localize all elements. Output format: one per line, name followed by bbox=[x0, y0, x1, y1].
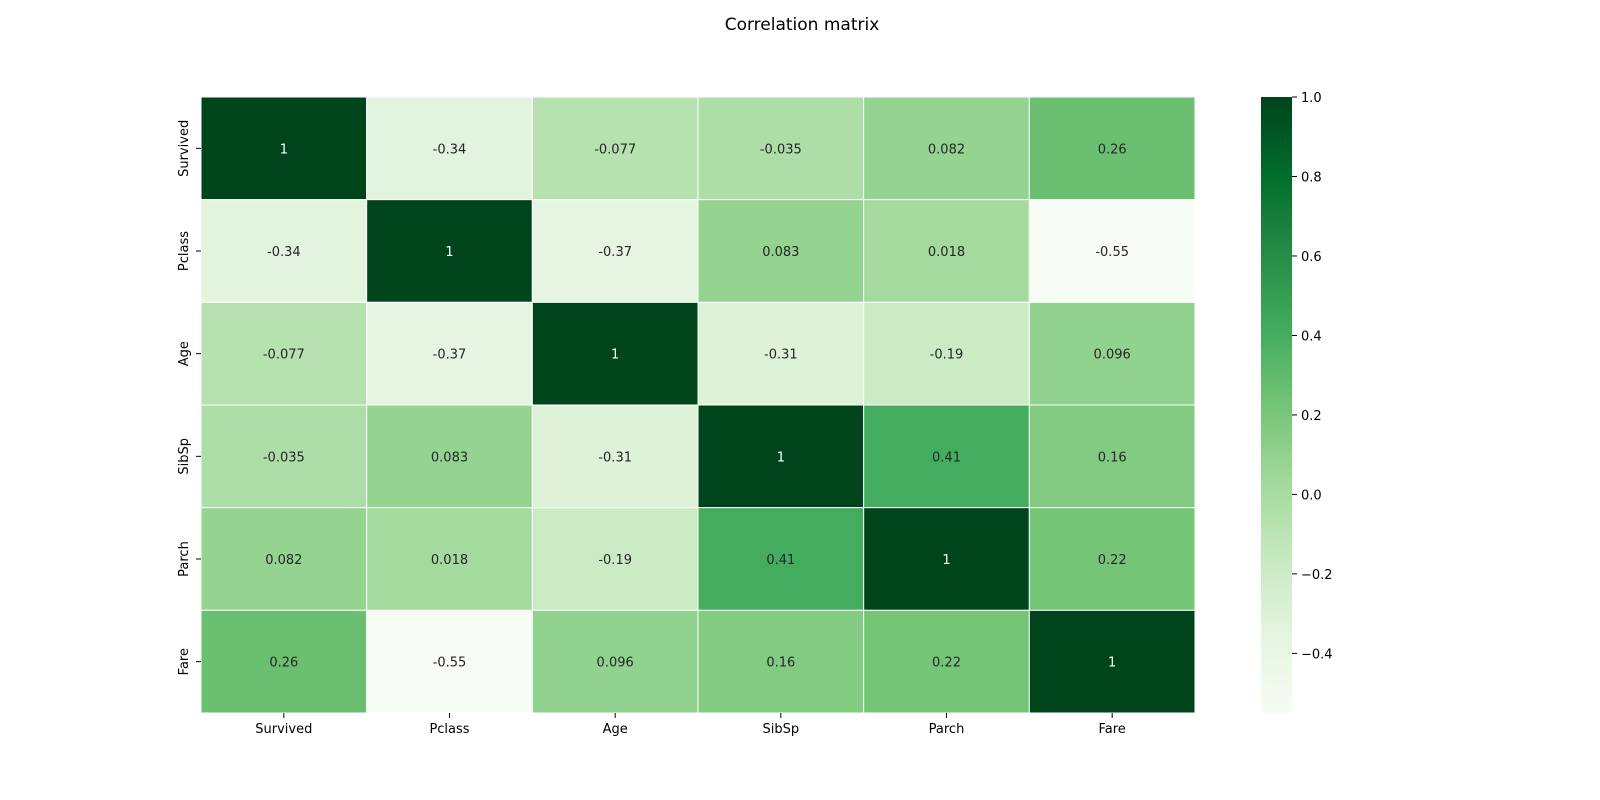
heatmap-cell bbox=[200, 507, 368, 611]
colorbar-tick-label: 0.0 bbox=[1301, 488, 1322, 503]
heatmap-cell bbox=[697, 301, 865, 406]
colorbar-tick-label: 0.4 bbox=[1301, 329, 1322, 344]
heatmap-cell bbox=[863, 301, 1030, 406]
cell-value-label: 1 bbox=[1108, 656, 1116, 671]
heatmap-cell bbox=[1028, 507, 1196, 611]
cell-value-label: 0.16 bbox=[1098, 450, 1127, 465]
cell-value-label: 1 bbox=[611, 348, 619, 363]
colorbar-tick-label: −0.2 bbox=[1301, 568, 1333, 583]
heatmap-cell bbox=[1028, 199, 1196, 303]
cell-value-label: 0.16 bbox=[766, 656, 795, 671]
cell-value-label: 0.41 bbox=[932, 450, 961, 465]
cell-value-label: -0.19 bbox=[930, 348, 964, 363]
cell-value-label: -0.34 bbox=[267, 245, 301, 260]
colorbar-tick-label: 0.6 bbox=[1301, 250, 1322, 265]
heatmap-cell bbox=[366, 301, 533, 406]
cell-value-label: 1 bbox=[942, 553, 950, 568]
x-tick-label: Parch bbox=[929, 722, 965, 737]
x-tick-label: Survived bbox=[255, 722, 312, 737]
y-axis: Survived Pclass Age SibSp Parch Fare bbox=[177, 120, 201, 675]
heatmap-cell bbox=[697, 507, 865, 611]
y-tick-label: Age bbox=[177, 341, 192, 366]
cell-value-label: 1 bbox=[280, 142, 288, 157]
cell-value-label: -0.34 bbox=[433, 142, 467, 157]
cell-value-label: 0.41 bbox=[766, 553, 795, 568]
colorbar-tick-label: 0.8 bbox=[1301, 170, 1322, 185]
y-tick-label: SibSp bbox=[177, 438, 192, 475]
x-axis: Survived Pclass Age SibSp Parch Fare bbox=[255, 713, 1126, 737]
cell-value-label: 0.082 bbox=[928, 142, 965, 157]
cell-value-label: 1 bbox=[445, 245, 453, 260]
cell-value-label: -0.31 bbox=[764, 348, 798, 363]
heatmap-cell bbox=[697, 404, 865, 509]
heatmap-cell bbox=[200, 96, 368, 201]
colorbar: 1.0 0.8 0.6 0.4 0.2 0.0 −0.2 −0.4 bbox=[1261, 91, 1333, 713]
heatmap-cell bbox=[1028, 301, 1196, 406]
heatmap-cell bbox=[531, 507, 699, 611]
heatmap-cell bbox=[531, 301, 699, 406]
heatmap-cell bbox=[531, 96, 699, 201]
y-tick-label: Survived bbox=[177, 120, 192, 177]
cell-value-label: -0.077 bbox=[263, 348, 305, 363]
heatmap-cell bbox=[1028, 96, 1196, 201]
cell-value-label: -0.035 bbox=[760, 142, 802, 157]
cell-value-label: 0.22 bbox=[932, 656, 961, 671]
cell-value-label: 0.26 bbox=[1098, 142, 1127, 157]
cell-value-label: -0.55 bbox=[433, 656, 467, 671]
cell-value-label: -0.19 bbox=[598, 553, 632, 568]
y-tick-label: Pclass bbox=[177, 231, 192, 271]
cell-value-label: 0.082 bbox=[265, 553, 302, 568]
heatmap-cells bbox=[200, 96, 1196, 714]
cell-value-label: -0.077 bbox=[594, 142, 636, 157]
y-tick-label: Fare bbox=[177, 648, 192, 675]
heatmap-cell bbox=[531, 404, 699, 509]
heatmap-cell bbox=[366, 199, 533, 303]
x-tick-label: SibSp bbox=[763, 722, 800, 737]
heatmap-cell bbox=[697, 199, 865, 303]
heatmap-cell bbox=[1028, 609, 1196, 714]
colorbar-gradient bbox=[1261, 97, 1292, 713]
cell-value-label: -0.37 bbox=[433, 348, 467, 363]
x-tick-label: Pclass bbox=[429, 722, 469, 737]
y-tick-label: Parch bbox=[177, 541, 192, 577]
heatmap-cell bbox=[863, 96, 1030, 201]
heatmap-cell bbox=[200, 301, 368, 406]
heatmap-cell bbox=[697, 96, 865, 201]
heatmap-cell bbox=[863, 609, 1030, 714]
cell-value-label: 0.096 bbox=[1094, 348, 1131, 363]
cell-value-label: 1 bbox=[777, 450, 785, 465]
cell-value-label: -0.035 bbox=[263, 450, 305, 465]
heatmap-cell bbox=[863, 507, 1030, 611]
x-tick-label: Fare bbox=[1099, 722, 1126, 737]
heatmap-cell bbox=[200, 404, 368, 509]
colorbar-tick-label: −0.4 bbox=[1301, 647, 1333, 662]
colorbar-tick-label: 1.0 bbox=[1301, 91, 1322, 106]
heatmap-cell bbox=[1028, 404, 1196, 509]
cell-value-label: -0.37 bbox=[598, 245, 632, 260]
cell-value-label: 0.083 bbox=[431, 450, 468, 465]
heatmap-cell bbox=[366, 404, 533, 509]
heatmap-cell bbox=[200, 609, 368, 714]
heatmap-cell bbox=[366, 96, 533, 201]
cell-value-label: -0.31 bbox=[598, 450, 632, 465]
cell-value-label: 0.26 bbox=[269, 656, 298, 671]
heatmap-cell-labels: 1 -0.34 -0.077 -0.035 0.082 0.26 -0.34 1 -0.37 0.… bbox=[263, 142, 1131, 670]
colorbar-tick-label: 0.2 bbox=[1301, 409, 1322, 424]
heatmap-cell bbox=[863, 404, 1030, 509]
chart-title: Correlation matrix bbox=[725, 15, 880, 35]
x-tick-label: Age bbox=[603, 722, 628, 737]
cell-value-label: 0.22 bbox=[1098, 553, 1127, 568]
cell-value-label: 0.018 bbox=[431, 553, 468, 568]
cell-value-label: -0.55 bbox=[1095, 245, 1129, 260]
cell-value-label: 0.083 bbox=[762, 245, 799, 260]
cell-value-label: 0.096 bbox=[597, 656, 634, 671]
cell-value-label: 0.018 bbox=[928, 245, 965, 260]
